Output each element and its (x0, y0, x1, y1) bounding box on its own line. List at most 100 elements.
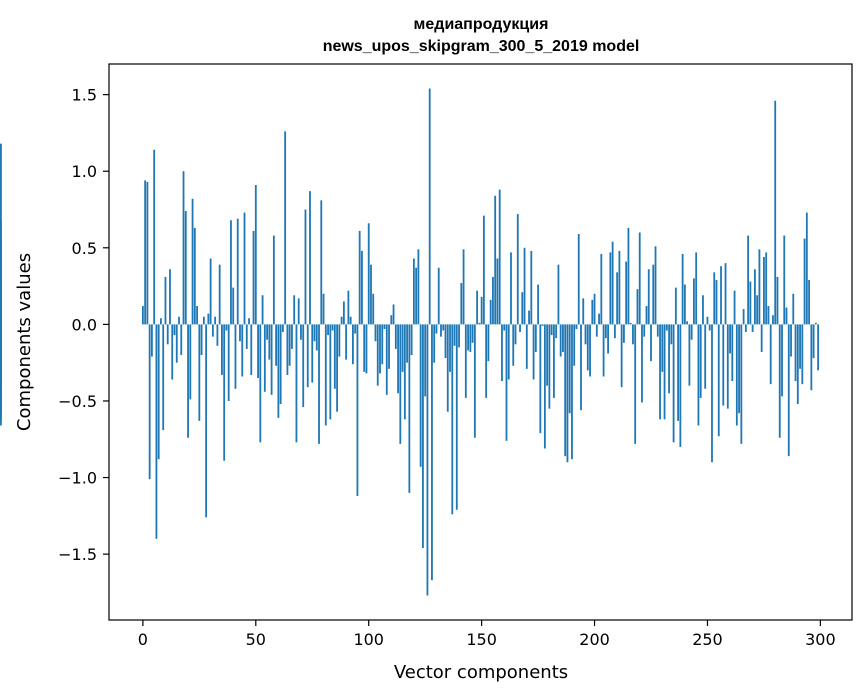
bar (288, 324, 291, 366)
bar (270, 324, 273, 395)
bar (415, 267, 418, 325)
bar (573, 324, 576, 366)
bar (548, 324, 551, 409)
bar (516, 214, 519, 325)
bar (272, 235, 275, 325)
y-tick-label: −0.5 (58, 392, 97, 411)
bar (704, 324, 707, 389)
bar (744, 324, 747, 333)
bar (0, 306, 2, 325)
bar (602, 324, 605, 377)
bar (261, 295, 264, 325)
bar (801, 324, 804, 385)
y-tick-label: 0.5 (72, 239, 97, 258)
bar (663, 324, 666, 420)
bar (652, 264, 655, 325)
bar (333, 324, 336, 389)
bar (236, 218, 239, 325)
bar (180, 324, 183, 356)
bar (184, 211, 187, 325)
bar (753, 269, 756, 325)
bar (593, 293, 596, 325)
bar (584, 324, 587, 345)
bar (693, 278, 695, 325)
bar (419, 324, 422, 467)
bar (352, 324, 354, 365)
bar (817, 324, 820, 371)
bar (473, 324, 476, 438)
bar (370, 264, 372, 325)
bar (342, 301, 345, 325)
bar (202, 316, 205, 325)
bar (530, 250, 533, 325)
bar (313, 324, 316, 342)
bar (160, 318, 162, 325)
bar (284, 131, 287, 325)
bar (322, 293, 325, 325)
bar (647, 269, 650, 325)
bar (814, 322, 817, 325)
bar (731, 324, 734, 382)
bar (214, 316, 217, 325)
bar (523, 247, 526, 325)
bar (383, 324, 386, 329)
bar (444, 324, 447, 359)
bar (227, 324, 230, 401)
bar (643, 324, 646, 337)
bar (211, 324, 214, 337)
bar (638, 232, 641, 325)
bar (767, 306, 770, 325)
bar (311, 324, 314, 383)
bar (781, 324, 783, 397)
bar (480, 296, 483, 325)
bar (401, 324, 404, 372)
bar (309, 191, 311, 325)
bar (742, 309, 745, 325)
bar (151, 324, 153, 357)
bars-group (0, 88, 820, 596)
bar (537, 284, 539, 325)
bar (600, 253, 603, 325)
bar (591, 299, 594, 325)
bar (487, 324, 490, 362)
bar (268, 324, 271, 360)
bar (164, 276, 167, 325)
bar (568, 324, 571, 414)
bar (713, 272, 716, 325)
bar (374, 324, 377, 342)
bar (564, 324, 567, 457)
bar (275, 324, 278, 366)
bar (239, 324, 241, 342)
bar (406, 324, 409, 363)
bar (408, 324, 411, 493)
bar (566, 324, 569, 463)
bar (336, 324, 338, 412)
y-tick-label: 1.5 (72, 86, 97, 105)
x-tick-label: 300 (805, 630, 836, 649)
bar (492, 276, 494, 325)
bar (422, 324, 424, 549)
bar (546, 324, 549, 386)
bar (327, 324, 329, 336)
bar (295, 324, 298, 443)
bar (252, 230, 255, 325)
bar (245, 324, 248, 349)
bar (451, 324, 454, 515)
bar (424, 324, 427, 397)
bar (577, 234, 580, 325)
bar (279, 324, 282, 405)
bar (702, 295, 704, 325)
chart-subtitle: news_upos_skipgram_300_5_2019 model (323, 38, 640, 55)
bar (338, 324, 341, 357)
bar (810, 324, 813, 391)
bar (329, 324, 332, 420)
bar (733, 290, 736, 325)
bar (175, 324, 178, 363)
bar (340, 316, 343, 325)
y-tick-label: 0.0 (72, 315, 97, 334)
bar (433, 324, 436, 363)
bar (699, 324, 702, 398)
bar (257, 324, 259, 378)
bar (397, 324, 399, 394)
